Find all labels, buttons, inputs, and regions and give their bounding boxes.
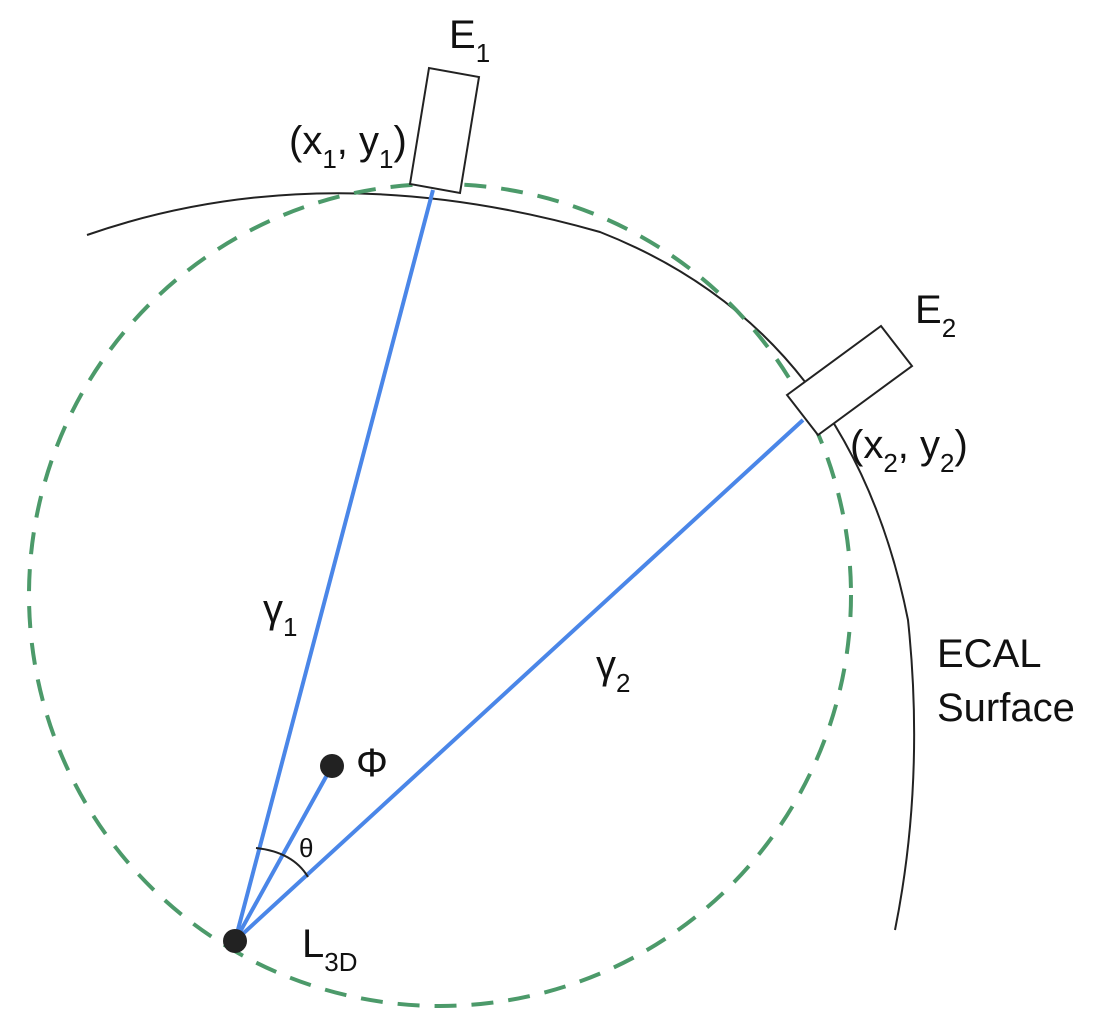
phi-line (233, 765, 334, 942)
detector-box-e1 (408, 66, 481, 195)
label-l3d: L3D (302, 922, 358, 977)
label-ecal: ECAL (937, 632, 1042, 676)
ecal-surface-arc (86, 192, 916, 931)
theta-arc (255, 847, 309, 878)
label-e1: E1 (449, 13, 490, 68)
photon-line-gamma2 (233, 418, 805, 943)
label-point-1: (x1, y1) (289, 119, 407, 174)
l3d-point (223, 929, 247, 953)
label-e2: E2 (915, 288, 956, 343)
label-surface: Surface (937, 686, 1075, 730)
dashed-circle (27, 182, 853, 1008)
label-point-2: (x2, y2) (850, 423, 968, 478)
label-phi: Φ (356, 741, 388, 785)
detector-box-e2 (785, 324, 914, 437)
photon-line-gamma1 (233, 189, 435, 942)
phi-point (320, 754, 344, 778)
label-theta: θ (299, 833, 313, 863)
label-gamma1: γ1 (263, 587, 297, 642)
label-gamma2: γ2 (596, 643, 630, 698)
